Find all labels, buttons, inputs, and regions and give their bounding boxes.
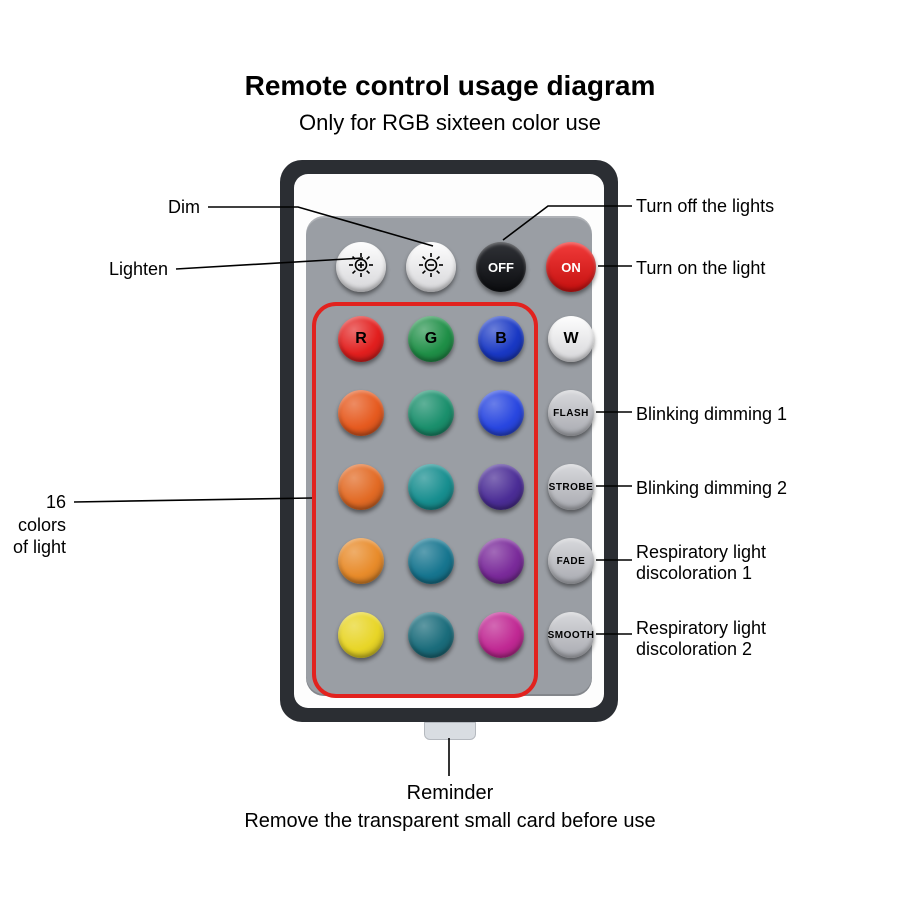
btn-label: STROBE bbox=[549, 482, 594, 493]
callout-right-5: Respiratory light discoloration 2 bbox=[636, 618, 766, 660]
color-btn-r2-c2[interactable] bbox=[478, 390, 524, 436]
row0-btn-3[interactable]: ON bbox=[546, 242, 596, 292]
diagram-title: Remote control usage diagram bbox=[0, 70, 900, 102]
callout-left-0: Dim bbox=[0, 196, 200, 219]
btn-label: FLASH bbox=[553, 408, 589, 419]
row0-btn-2[interactable]: OFF bbox=[476, 242, 526, 292]
diagram-subtitle: Only for RGB sixteen color use bbox=[0, 110, 900, 136]
callout-right-0: Turn off the lights bbox=[636, 196, 774, 217]
color-btn-r5-c0[interactable] bbox=[338, 612, 384, 658]
rgb-btn-1[interactable]: G bbox=[408, 316, 454, 362]
callout-left-1: Lighten bbox=[0, 258, 168, 281]
battery-tab bbox=[424, 722, 476, 740]
footer-subtitle: Remove the transparent small card before… bbox=[0, 810, 900, 833]
callout-right-3: Blinking dimming 2 bbox=[636, 478, 787, 499]
btn-label: W bbox=[563, 330, 578, 348]
color-btn-r4-c2[interactable] bbox=[478, 538, 524, 584]
color-btn-r2-c0[interactable] bbox=[338, 390, 384, 436]
sun-plus-icon bbox=[348, 252, 374, 283]
color-btn-r5-c1[interactable] bbox=[408, 612, 454, 658]
color-btn-r5-c2[interactable] bbox=[478, 612, 524, 658]
row0-btn-1[interactable] bbox=[406, 242, 456, 292]
btn-label: ON bbox=[561, 260, 581, 275]
mode-btn-flash[interactable]: FLASH bbox=[548, 390, 594, 436]
footer-title: Reminder bbox=[0, 782, 900, 805]
rgb-btn-0[interactable]: R bbox=[338, 316, 384, 362]
color-btn-r4-c1[interactable] bbox=[408, 538, 454, 584]
row0-btn-0[interactable] bbox=[336, 242, 386, 292]
mode-btn-smooth[interactable]: SMOOTH bbox=[548, 612, 594, 658]
color-btn-r4-c0[interactable] bbox=[338, 538, 384, 584]
btn-label: OFF bbox=[488, 260, 514, 275]
btn-label: B bbox=[495, 330, 507, 348]
color-btn-r3-c1[interactable] bbox=[408, 464, 454, 510]
callout-right-4: Respiratory light discoloration 1 bbox=[636, 542, 766, 584]
btn-label: R bbox=[355, 330, 367, 348]
btn-label: G bbox=[425, 330, 437, 348]
mode-btn-strobe[interactable]: STROBE bbox=[548, 464, 594, 510]
mode-btn-fade[interactable]: FADE bbox=[548, 538, 594, 584]
rgb-btn-2[interactable]: B bbox=[478, 316, 524, 362]
color-btn-r2-c1[interactable] bbox=[408, 390, 454, 436]
callout-right-1: Turn on the light bbox=[636, 258, 765, 279]
color-btn-r3-c0[interactable] bbox=[338, 464, 384, 510]
color-btn-r3-c2[interactable] bbox=[478, 464, 524, 510]
btn-label: FADE bbox=[557, 556, 586, 567]
callout-left-2: 16 colors of light bbox=[0, 491, 66, 559]
sun-minus-icon bbox=[418, 252, 444, 283]
btn-label: SMOOTH bbox=[548, 630, 595, 641]
white-btn[interactable]: W bbox=[548, 316, 594, 362]
callout-right-2: Blinking dimming 1 bbox=[636, 404, 787, 425]
